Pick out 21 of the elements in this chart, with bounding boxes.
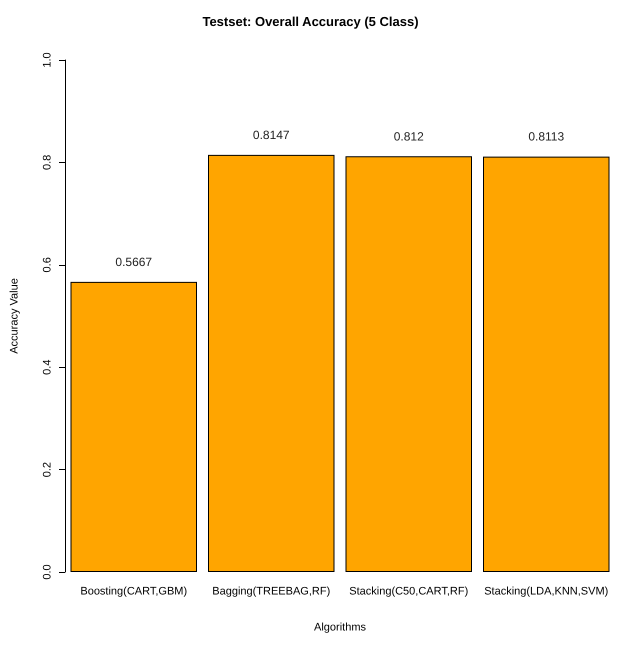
data-label: 0.5667 (115, 254, 152, 269)
bar (346, 156, 472, 572)
x-axis-title: Algorithms (314, 622, 366, 634)
bar (70, 282, 197, 572)
y-tick-label: 1.0 (42, 52, 54, 68)
y-tick-label: 0.8 (42, 154, 54, 170)
y-tick-label: 0.2 (42, 462, 54, 478)
x-tick-label: Boosting(CART,GBM) (80, 586, 188, 598)
x-tick-label: Bagging(TREEBAG,RF) (212, 586, 330, 598)
y-tick-label: 0.6 (42, 257, 54, 272)
data-label: 0.8147 (252, 128, 290, 142)
bar (208, 154, 334, 572)
data-label: 0.8113 (528, 130, 564, 144)
y-axis-title: Accuracy Value (8, 278, 20, 354)
bar (483, 156, 610, 572)
chart-title: Testset: Overall Accuracy (5 Class) (202, 14, 419, 29)
x-tick-label: Stacking(LDA,KNN,SVM) (484, 586, 608, 598)
y-tick-label: 0.4 (42, 360, 54, 375)
data-label: 0.812 (394, 129, 424, 144)
x-tick-label: Stacking(C50,CART,RF) (349, 586, 468, 598)
y-tick-label: 0.0 (42, 564, 54, 580)
